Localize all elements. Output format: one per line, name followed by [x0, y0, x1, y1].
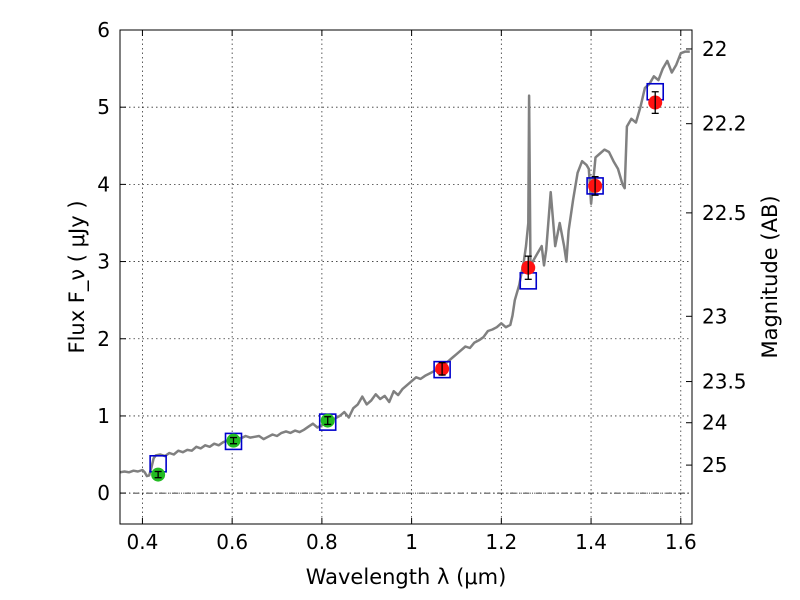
- plot-background: [120, 30, 692, 524]
- y-axis-label: Flux F_ν ( μJy ): [65, 200, 90, 353]
- x-tick-label: 0.8: [306, 530, 338, 554]
- y2-tick-label: 23.5: [702, 370, 747, 394]
- y2-axis: 22 22.2 22.5 23 23.5 24 25: [686, 37, 747, 477]
- model-photometry-square: [433, 360, 451, 379]
- y2-tick-label: 22.2: [702, 112, 747, 136]
- measured-photometry-layer: [151, 91, 663, 482]
- x-tick-label: 1: [405, 530, 418, 554]
- y-tick-label: 3: [97, 250, 110, 274]
- plot-frame: [119, 29, 693, 525]
- y2-tick-label: 23: [702, 304, 727, 328]
- x-axis: 0.4 0.6 0.8 1 1.2 1.4 1.6: [127, 30, 697, 554]
- model-photometry-square: [224, 432, 243, 451]
- y2-tick-label: 22.5: [702, 201, 747, 225]
- y2-axis-label: Magnitude (AB): [758, 195, 782, 358]
- y-tick-label: 1: [97, 404, 110, 428]
- y-tick-label: 0: [97, 481, 110, 505]
- y-tick-label: 5: [97, 95, 110, 119]
- x-axis-label: Wavelength λ (μm): [306, 565, 507, 589]
- y-tick-label: 6: [97, 18, 110, 42]
- y2-tick-label: 22: [702, 37, 727, 61]
- x-tick-label: 1.4: [575, 530, 607, 554]
- x-tick-label: 0.6: [216, 530, 248, 554]
- y2-tick-label: 25: [702, 453, 727, 477]
- y-tick-label: 2: [97, 327, 110, 351]
- y-tick-label: 4: [97, 172, 110, 196]
- sed-model-line: [119, 50, 690, 478]
- y-axis: 0 1 2 3 4 5 6: [97, 18, 126, 505]
- x-tick-label: 1.2: [485, 530, 517, 554]
- x-tick-label: 0.4: [127, 530, 159, 554]
- x-tick-label: 1.6: [665, 530, 697, 554]
- y2-tick-label: 24: [702, 411, 727, 435]
- sed-line-layer: [119, 50, 690, 478]
